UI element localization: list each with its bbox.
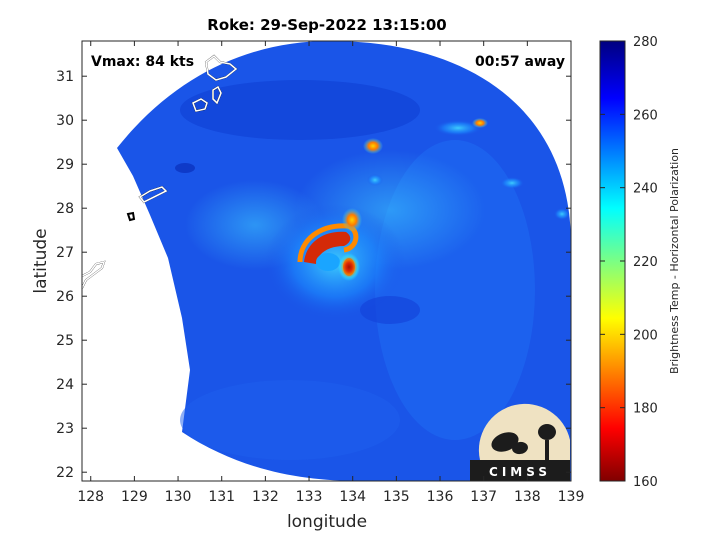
convective-cell [434, 120, 482, 136]
y-tick-label: 22 [56, 465, 74, 481]
y-tick-label: 29 [56, 157, 74, 173]
y-tick-label: 24 [56, 377, 74, 393]
convective-cell [363, 138, 383, 154]
x-tick-label: 134 [339, 489, 366, 505]
dark-spot [360, 296, 420, 324]
logo-tower-tank-icon [538, 424, 556, 440]
island-outline [138, 186, 168, 204]
island-outline [205, 54, 238, 81]
dark-spot [175, 163, 195, 173]
island-outline [82, 260, 106, 289]
colorbar-tick-label: 160 [633, 475, 658, 490]
chart-title: Roke: 29-Sep-2022 13:15:00 [207, 16, 446, 34]
x-tick-label: 129 [121, 489, 148, 505]
logo-tower-icon [545, 440, 549, 460]
x-tick-label: 130 [165, 489, 192, 505]
eyewall-north [304, 231, 351, 264]
colorbar-tick-label: 280 [633, 35, 658, 50]
x-tick-label: 128 [77, 489, 104, 505]
island-outline [191, 98, 208, 112]
x-axis-ticks: 128 129 130 131 132 133 134 135 136 137 138 139 [77, 41, 584, 505]
y-tick-label: 30 [56, 113, 74, 129]
x-tick-label: 132 [252, 489, 279, 505]
cimss-logo: CIMSS [470, 403, 570, 481]
axes-frame [81, 40, 572, 482]
island-outline [126, 211, 136, 222]
colorbar-tick-label: 180 [633, 402, 658, 417]
y-tick-label: 25 [56, 333, 74, 349]
y-axis-ticks: 22 23 24 25 26 27 28 29 30 31 [56, 69, 571, 481]
eyewall-northeast [342, 208, 362, 232]
logo-text: CIMSS [489, 465, 551, 479]
microwave-imagery [117, 41, 571, 481]
south-band [180, 380, 400, 460]
convective-cell [472, 118, 488, 128]
y-tick-label: 31 [56, 69, 74, 85]
time-away-label: 00:57 away [475, 54, 565, 70]
island-outline [212, 85, 222, 105]
outer-band-dark [180, 80, 420, 140]
x-tick-label: 139 [558, 489, 585, 505]
colorbar-ticks: 160 180 200 220 240 260 280 [600, 35, 658, 490]
logo-dish-small-icon [512, 441, 528, 455]
eye [316, 253, 340, 271]
x-axis-label: longitude [287, 512, 367, 532]
x-tick-label: 137 [470, 489, 497, 505]
eyewall-east-glow [338, 253, 360, 281]
x-tick-label: 131 [208, 489, 235, 505]
vmax-label: Vmax: 84 kts [91, 54, 194, 70]
convective-cell [367, 174, 383, 186]
logo-dish-icon [491, 432, 519, 452]
colorbar-label: Brightness Temp - Horizontal Polarizatio… [668, 148, 681, 374]
x-tick-label: 133 [296, 489, 323, 505]
y-tick-label: 28 [56, 201, 74, 217]
convective-cell [500, 177, 524, 189]
coastlines [82, 54, 238, 289]
colorbar-tick-label: 240 [633, 182, 658, 197]
convective-cell [554, 208, 570, 220]
colorbar-tick-label: 220 [633, 255, 658, 270]
y-axis-label: latitude [31, 228, 51, 293]
x-tick-label: 135 [383, 489, 410, 505]
x-tick-label: 138 [514, 489, 541, 505]
logo-base [470, 460, 570, 481]
y-tick-label: 23 [56, 421, 74, 437]
colorbar-tick-label: 200 [633, 328, 658, 343]
y-tick-label: 26 [56, 289, 74, 305]
y-tick-label: 27 [56, 245, 74, 261]
colorbar-tick-label: 260 [633, 108, 658, 123]
x-tick-label: 136 [427, 489, 454, 505]
